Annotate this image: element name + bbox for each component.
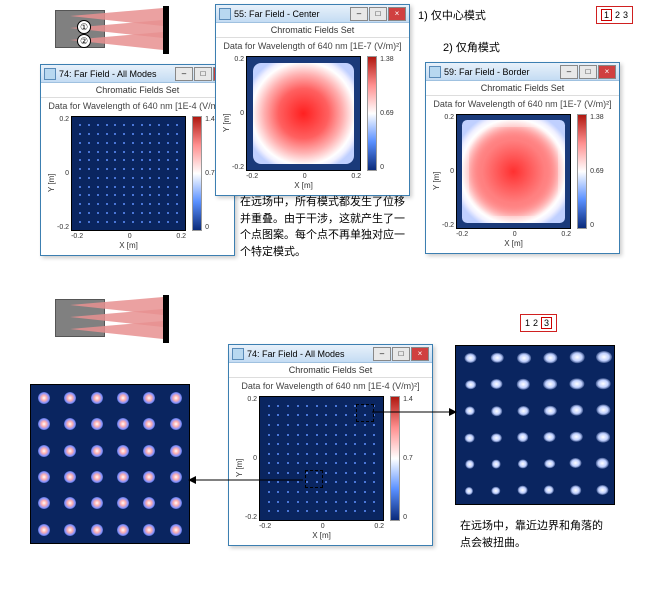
y-axis-ticks: 0.20-0.2: [245, 396, 259, 521]
close-button[interactable]: ×: [598, 65, 616, 79]
chart-data-title: Data for Wavelength of 640 nm [1E-7 (V/m…: [426, 96, 619, 112]
window-title: 59: Far Field - Border: [444, 67, 560, 77]
max-button[interactable]: □: [579, 65, 597, 79]
zoom-arrow-right: [372, 406, 457, 426]
x-axis-ticks: -0.200.2: [71, 231, 186, 240]
colorbar-labels: 1.40.70: [205, 116, 215, 231]
y-axis-label: Y [m]: [234, 396, 245, 540]
y-axis-ticks: 0.20-0.2: [57, 116, 71, 231]
window-title: 55: Far Field - Center: [234, 9, 350, 19]
far-field-plot-center: [246, 56, 361, 171]
y-axis-ticks: 0.20-0.2: [232, 56, 246, 171]
window-icon: [429, 66, 441, 78]
mode-marker-1: ①: [77, 20, 91, 34]
x-axis-label: X [m]: [259, 530, 384, 540]
colorbar-labels: 1.380.690: [590, 114, 604, 229]
colorbar-labels: 1.380.690: [380, 56, 394, 171]
mode-opt-2[interactable]: 2: [533, 318, 538, 328]
titlebar[interactable]: 74: Far Field - All Modes – □ ×: [229, 345, 432, 363]
chart-subtitle: Chromatic Fields Set: [41, 83, 234, 98]
mode-opt-1[interactable]: 1: [525, 318, 530, 328]
x-axis-ticks: -0.200.2: [456, 229, 571, 238]
label-corner-mode: 2) 仅角模式: [443, 40, 500, 57]
window-all-modes-bottom: 74: Far Field - All Modes – □ × Chromati…: [228, 344, 433, 546]
far-field-plot-all: /*dots*/: [71, 116, 186, 231]
max-button[interactable]: □: [194, 67, 212, 81]
chart-data-title: Data for Wavelength of 640 nm [1E-7 (V/m…: [216, 38, 409, 54]
projection-screen: [163, 6, 169, 54]
laser-diagram-top: ① ②: [55, 6, 175, 56]
window-all-modes-top: 74: Far Field - All Modes – □ × Chromati…: [40, 64, 235, 256]
zoom-arrow-left: [188, 470, 308, 490]
colorbar: [577, 114, 587, 229]
window-icon: [219, 8, 231, 20]
window-icon: [44, 68, 56, 80]
min-button[interactable]: –: [560, 65, 578, 79]
close-button[interactable]: ×: [388, 7, 406, 21]
y-axis-ticks: 0.20-0.2: [442, 114, 456, 229]
min-button[interactable]: –: [373, 347, 391, 361]
mode-marker-2: ②: [77, 34, 91, 48]
x-axis-label: X [m]: [456, 238, 571, 248]
max-button[interactable]: □: [392, 347, 410, 361]
window-icon: [232, 348, 244, 360]
explanation-para-1: 在远场中，所有模式都发生了位移并重叠。由于干涉，这就产生了一个点图案。每个点不再…: [240, 194, 410, 260]
mode-selector-bottom[interactable]: 1 2 3: [520, 314, 557, 332]
window-title: 74: Far Field - All Modes: [59, 69, 175, 79]
mode-selector-top[interactable]: 1 2 3: [596, 6, 633, 24]
close-button[interactable]: ×: [411, 347, 429, 361]
x-axis-ticks: -0.200.2: [259, 521, 384, 530]
mode-opt-3[interactable]: 3: [623, 10, 628, 20]
mode-opt-3[interactable]: 3: [541, 317, 552, 329]
label-center-mode: 1) 仅中心模式: [418, 8, 486, 25]
x-axis-label: X [m]: [71, 240, 186, 250]
x-axis-label: X [m]: [246, 180, 361, 190]
titlebar[interactable]: 59: Far Field - Border – □ ×: [426, 63, 619, 81]
laser-beams-bottom: [55, 295, 175, 343]
window-center-mode: 55: Far Field - Center – □ × Chromatic F…: [215, 4, 410, 196]
chart-data-title: Data for Wavelength of 640 nm [1E-4 (V/m…: [229, 378, 432, 394]
y-axis-label: Y [m]: [46, 116, 57, 250]
titlebar[interactable]: 55: Far Field - Center – □ ×: [216, 5, 409, 23]
laser-diagram-bottom: [55, 295, 175, 345]
min-button[interactable]: –: [350, 7, 368, 21]
chart-subtitle: Chromatic Fields Set: [216, 23, 409, 38]
chart-data-title: Data for Wavelength of 640 nm [1E-4 (V/m…: [41, 98, 234, 114]
mode-opt-1[interactable]: 1: [601, 9, 612, 21]
titlebar[interactable]: 74: Far Field - All Modes – □ ×: [41, 65, 234, 83]
explanation-para-2: 在远场中，靠近边界和角落的点会被扭曲。: [460, 518, 610, 551]
window-title: 74: Far Field - All Modes: [247, 349, 373, 359]
far-field-plot-border: [456, 114, 571, 229]
window-border-mode: 59: Far Field - Border – □ × Chromatic F…: [425, 62, 620, 254]
x-axis-ticks: -0.200.2: [246, 171, 361, 180]
max-button[interactable]: □: [369, 7, 387, 21]
zoom-panel-corner: [455, 345, 615, 505]
chart-subtitle: Chromatic Fields Set: [426, 81, 619, 96]
laser-beams-top: [55, 6, 175, 54]
y-axis-label: Y [m]: [221, 56, 232, 190]
colorbar: [367, 56, 377, 171]
zoom-panel-center: [30, 384, 190, 544]
chart-subtitle: Chromatic Fields Set: [229, 363, 432, 378]
colorbar: [192, 116, 202, 231]
projection-screen: [163, 295, 169, 343]
mode-opt-2[interactable]: 2: [615, 10, 620, 20]
min-button[interactable]: –: [175, 67, 193, 81]
y-axis-label: Y [m]: [431, 114, 442, 248]
